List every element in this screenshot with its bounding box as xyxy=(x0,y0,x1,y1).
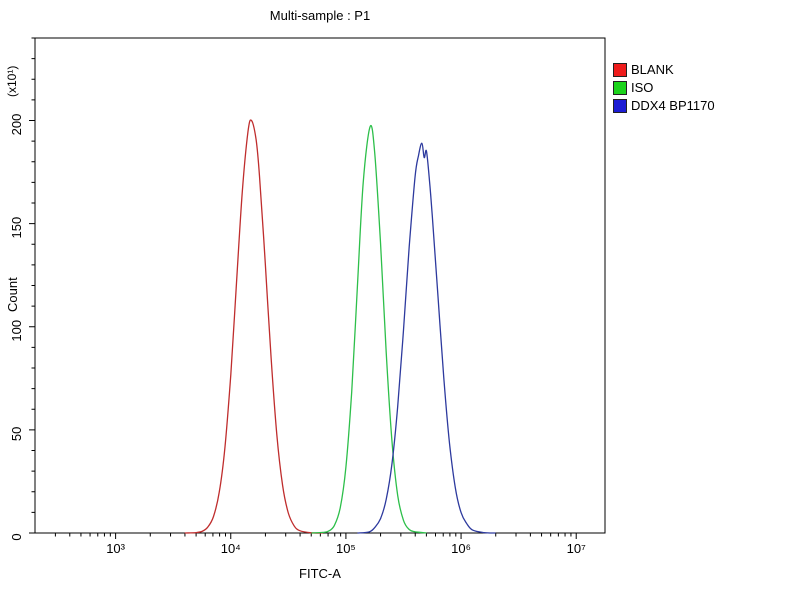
x-tick-label: 10⁵ xyxy=(336,541,356,556)
legend-swatch-blank xyxy=(613,62,627,77)
series-curve-iso xyxy=(311,124,427,534)
legend-item-iso: ISO xyxy=(613,80,715,95)
x-tick-label: 10⁴ xyxy=(221,541,241,556)
x-tick-label: 10³ xyxy=(106,541,125,556)
series-curve-blank xyxy=(184,119,323,534)
y-tick-label: 200 xyxy=(9,114,24,136)
x-tick-label: 10⁶ xyxy=(451,541,471,556)
x-tick-label: 10⁷ xyxy=(567,541,586,556)
legend-swatch-iso xyxy=(613,80,627,95)
legend-label-iso: ISO xyxy=(631,80,654,95)
chart-title: Multi-sample : P1 xyxy=(269,8,371,23)
y-tick-label: 0 xyxy=(9,533,24,540)
legend-swatch-ddx4 xyxy=(613,98,627,113)
plot-frame xyxy=(34,37,606,534)
y-tick-label: 150 xyxy=(9,217,24,239)
legend-item-ddx4: DDX4 BP1170 xyxy=(613,98,715,113)
legend-label-ddx4: DDX4 BP1170 xyxy=(631,98,715,113)
y-tick-label: 100 xyxy=(9,320,24,342)
x-axis-label: FITC-A xyxy=(299,566,341,581)
series-curve-ddx4-bp1170 xyxy=(357,142,496,534)
legend: BLANK ISO DDX4 BP1170 xyxy=(613,62,715,113)
y-tick-label: 50 xyxy=(9,427,24,441)
legend-label-blank: BLANK xyxy=(631,62,674,77)
legend-item-blank: BLANK xyxy=(613,62,715,77)
